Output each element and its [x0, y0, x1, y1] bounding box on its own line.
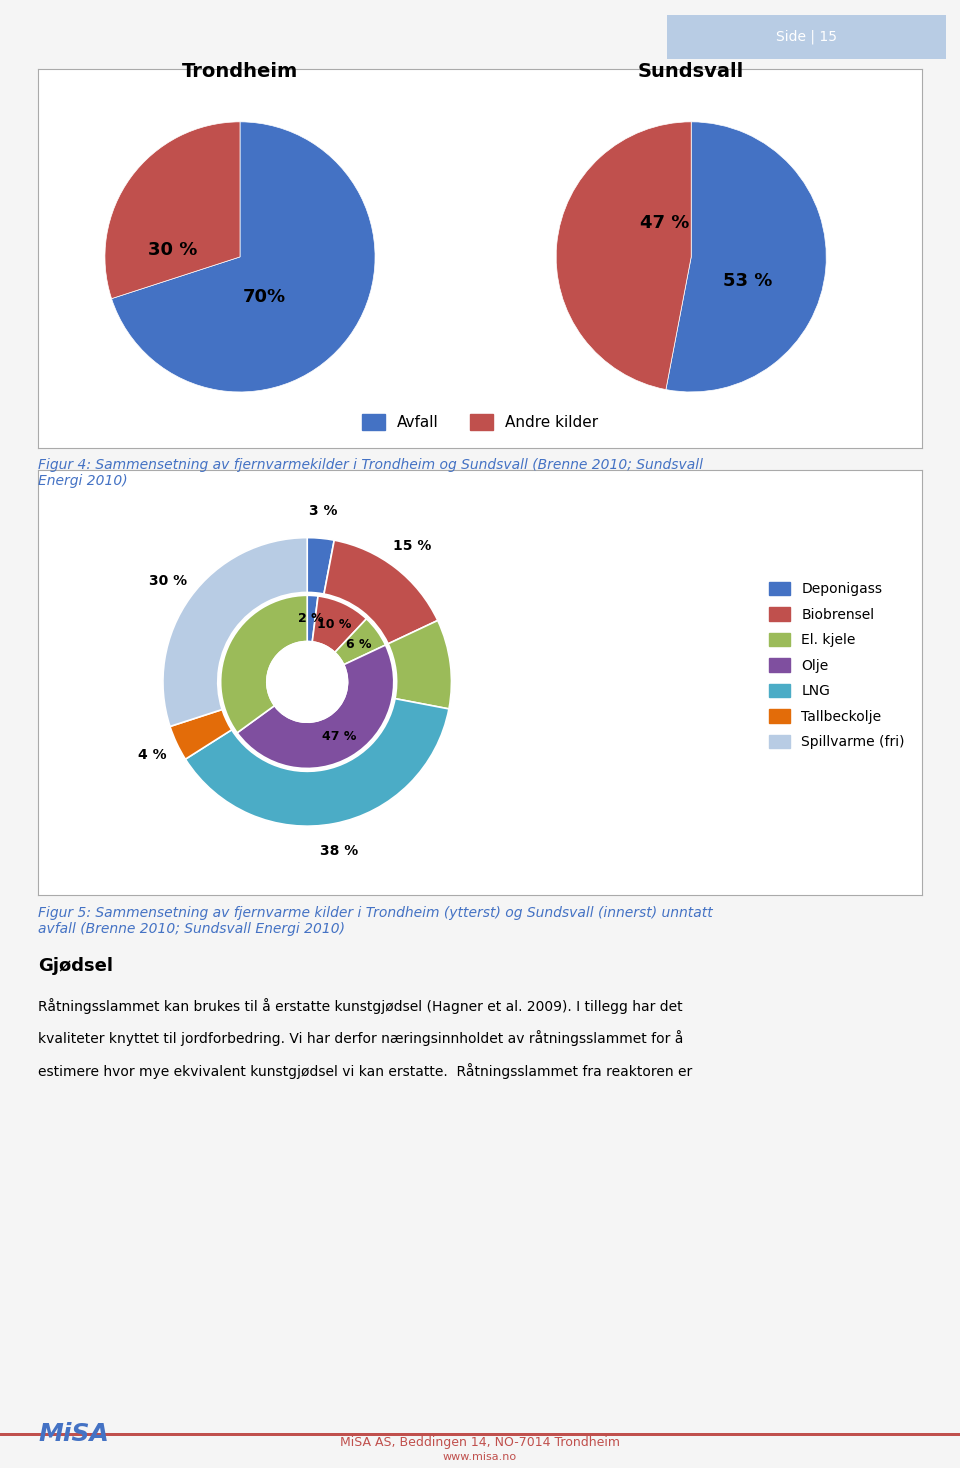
Text: 2 %: 2 %: [299, 612, 324, 625]
Text: 53 %: 53 %: [723, 272, 773, 291]
Legend: Avfall, Andre kilder: Avfall, Andre kilder: [356, 408, 604, 436]
Text: 70%: 70%: [243, 288, 286, 307]
Title: Trondheim: Trondheim: [181, 62, 299, 81]
Text: 3 %: 3 %: [309, 504, 338, 518]
Wedge shape: [111, 122, 375, 392]
Wedge shape: [307, 537, 334, 595]
Wedge shape: [237, 644, 394, 768]
Text: www.misa.no: www.misa.no: [443, 1452, 517, 1462]
Text: Side | 15: Side | 15: [776, 29, 837, 44]
Wedge shape: [185, 699, 449, 826]
Wedge shape: [163, 537, 307, 727]
Text: kvaliteter knyttet til jordforbedring. Vi har derfor næringsinnholdet av råtning: kvaliteter knyttet til jordforbedring. V…: [38, 1031, 684, 1047]
Wedge shape: [666, 122, 827, 392]
Text: 47 %: 47 %: [323, 730, 357, 743]
Wedge shape: [105, 122, 240, 298]
Legend: Deponigass, Biobrensel, El. kjele, Olje, LNG, Tallbeckolje, Spillvarme (fri): Deponigass, Biobrensel, El. kjele, Olje,…: [764, 577, 910, 755]
Text: 4 %: 4 %: [137, 749, 166, 762]
Text: 47 %: 47 %: [639, 214, 689, 232]
Text: MiSA: MiSA: [38, 1422, 109, 1446]
Wedge shape: [307, 596, 318, 642]
Text: estimere hvor mye ekvivalent kunstgjødsel vi kan erstatte.  Råtningsslammet fra : estimere hvor mye ekvivalent kunstgjødse…: [38, 1063, 693, 1079]
Text: 15 %: 15 %: [394, 539, 432, 553]
Wedge shape: [335, 619, 386, 665]
Text: 30 %: 30 %: [148, 241, 197, 260]
Wedge shape: [221, 596, 307, 733]
Text: 6 %: 6 %: [346, 639, 372, 652]
Title: Sundsvall: Sundsvall: [638, 62, 744, 81]
Wedge shape: [324, 540, 438, 644]
Text: MiSA AS, Beddingen 14, NO-7014 Trondheim: MiSA AS, Beddingen 14, NO-7014 Trondheim: [340, 1436, 620, 1449]
Text: 38 %: 38 %: [321, 844, 358, 857]
Text: Figur 5: Sammensetning av fjernvarme kilder i Trondheim (ytterst) og Sundsvall (: Figur 5: Sammensetning av fjernvarme kil…: [38, 906, 713, 937]
Text: Råtningsslammet kan brukes til å erstatte kunstgjødsel (Hagner et al. 2009). I t: Råtningsslammet kan brukes til å erstatt…: [38, 998, 683, 1014]
Wedge shape: [388, 621, 451, 709]
Text: Gjødsel: Gjødsel: [38, 957, 113, 975]
Wedge shape: [556, 122, 691, 389]
Wedge shape: [170, 709, 231, 759]
Text: 30 %: 30 %: [149, 574, 187, 589]
Wedge shape: [312, 596, 367, 652]
Text: 10 %: 10 %: [317, 618, 351, 631]
Circle shape: [267, 642, 348, 722]
Text: Figur 4: Sammensetning av fjernvarmekilder i Trondheim og Sundsvall (Brenne 2010: Figur 4: Sammensetning av fjernvarmekild…: [38, 458, 704, 489]
